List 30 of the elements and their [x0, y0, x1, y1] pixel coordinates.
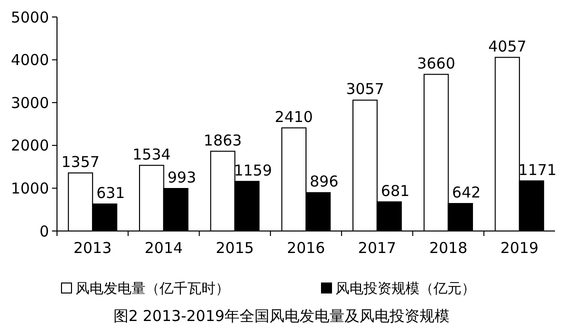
x-tick-label: 2015: [216, 239, 254, 257]
data-label: 642: [452, 184, 481, 202]
text: 图2 2013-2019年全国风电发电量及风电投资规模: [113, 307, 450, 325]
data-label: 993: [167, 168, 196, 186]
data-label: 1863: [204, 131, 242, 150]
data-label: 2410: [274, 108, 313, 126]
y-tick-label: 1000: [10, 179, 49, 198]
x-tick-label: 2016: [286, 239, 326, 257]
data-label: 631: [96, 184, 125, 202]
x-tick-label: 2019: [500, 239, 539, 257]
y-tick-label: 0: [39, 222, 49, 240]
data-label: 1159: [234, 161, 272, 180]
x-tick-label: 2018: [429, 239, 468, 257]
data-label: 896: [310, 172, 338, 191]
data-label: 681: [380, 182, 410, 200]
y-tick-label: 3000: [10, 94, 49, 112]
x-tick-label: 2014: [144, 239, 183, 257]
legend-label: 风电发电量（亿千瓦时）: [76, 281, 230, 297]
y-tick-label: 4000: [10, 51, 49, 70]
data-label: 4057: [488, 37, 526, 56]
data-label: 1171: [518, 160, 557, 179]
x-tick-label: 2017: [358, 239, 396, 257]
data-label: 3660: [417, 54, 456, 72]
data-label: 1534: [132, 145, 171, 164]
data-label: 1357: [61, 152, 100, 171]
x-tick-label: 2013: [73, 239, 112, 257]
data-label: 3057: [346, 80, 384, 98]
legend-label: 风电投资规模（亿元）: [336, 281, 476, 297]
y-tick-label: 2000: [10, 136, 49, 155]
y-tick-label: 5000: [10, 8, 49, 26]
